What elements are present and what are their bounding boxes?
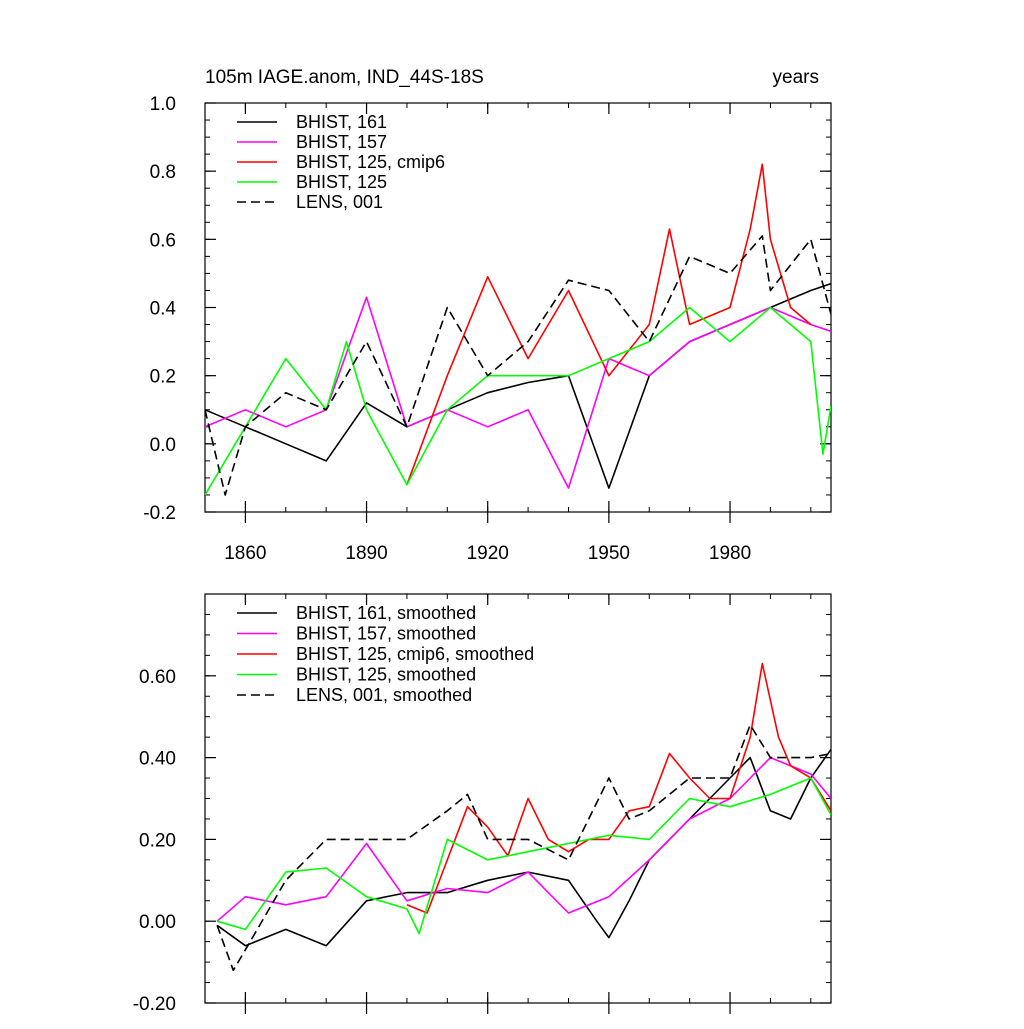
legend-label: BHIST, 157, smoothed	[296, 624, 476, 644]
chart-title-right: years	[773, 67, 819, 88]
series-line-1	[216, 748, 831, 947]
x-tick-label: 1950	[588, 543, 630, 564]
series-line-5	[205, 235, 831, 496]
series-line-1	[205, 282, 831, 489]
legend-label: BHIST, 125, cmip6	[296, 152, 445, 172]
bottom-panel: -0.20 0.00 0.20 0.40 0.60 BHIST, 161, smoothe…	[133, 593, 832, 1015]
legend-label: BHIST, 125	[296, 172, 387, 192]
y-tick-label: 0.60	[139, 667, 176, 688]
series-group	[216, 662, 831, 972]
y-tick-label: 0.2	[150, 367, 176, 388]
y-tick-label: 0.4	[150, 299, 177, 320]
legend-label: BHIST, 125, smoothed	[296, 665, 476, 685]
y-tick-label: 0.0	[150, 435, 176, 456]
y-tick-label: 0.00	[139, 912, 176, 933]
y-tick-label: -0.2	[143, 503, 176, 524]
series-line-5	[216, 724, 831, 972]
series-line-2	[216, 756, 831, 922]
y-tick-label: -0.20	[133, 994, 176, 1015]
chart-title: 105m IAGE.anom, IND_44S-18S	[205, 67, 484, 88]
legend-label: LENS, 001	[296, 192, 383, 212]
series-group	[205, 163, 831, 496]
y-tick-label: 0.20	[139, 830, 176, 851]
series-line-3	[406, 163, 812, 485]
series-line-3	[406, 662, 831, 914]
legend-label: LENS, 001, smoothed	[296, 685, 472, 705]
x-tick-label: 1860	[224, 543, 266, 564]
series-line-4	[205, 306, 831, 496]
y-tick-label: 1.0	[150, 94, 176, 115]
x-tick-label: 1920	[467, 543, 509, 564]
y-tick-label: 0.40	[139, 749, 176, 770]
legend-label: BHIST, 161	[296, 112, 387, 132]
y-tick-label: 0.8	[150, 162, 176, 183]
series-line-4	[216, 777, 831, 935]
x-tick-label: 1890	[345, 543, 387, 564]
x-tick-label: 1980	[709, 543, 751, 564]
legend-label: BHIST, 161, smoothed	[296, 603, 476, 623]
legend-label: BHIST, 157	[296, 132, 387, 152]
legend-label: BHIST, 125, cmip6, smoothed	[296, 644, 534, 664]
y-tick-label: 0.6	[150, 230, 176, 251]
top-panel: 105m IAGE.anom, IND_44S-18S years 1860 18…	[143, 67, 832, 564]
series-line-2	[205, 296, 831, 489]
